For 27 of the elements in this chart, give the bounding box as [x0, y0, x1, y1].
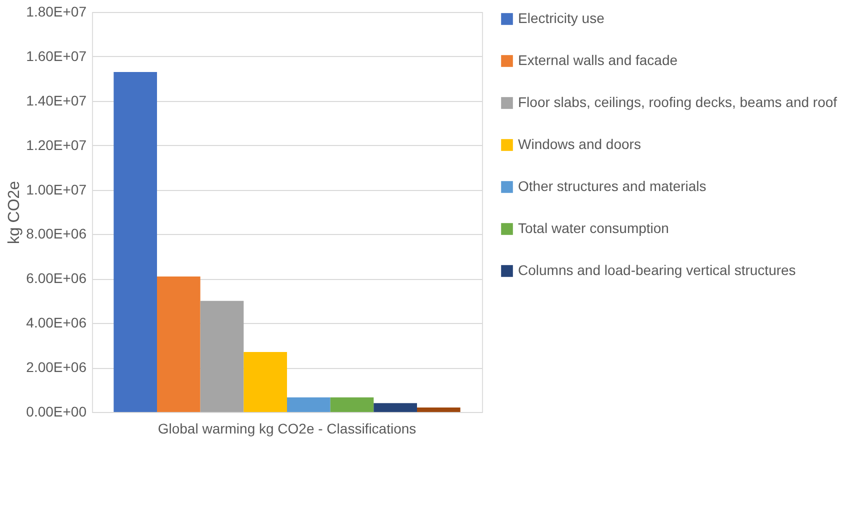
y-tick-label: 1.20E+07: [26, 136, 87, 153]
y-tick-label: 6.00E+06: [26, 270, 87, 286]
legend-label: Windows and doors: [518, 136, 641, 152]
x-tick-label: Global warming kg CO2e - Classifications: [158, 420, 416, 436]
bar: [244, 352, 287, 412]
bar: [114, 72, 157, 412]
bar: [330, 397, 374, 412]
legend-label: Floor slabs, ceilings, roofing decks, beams and roof: [518, 94, 838, 110]
y-axis-title: kg CO2e: [6, 180, 24, 244]
y-tick-label: 2.00E+06: [26, 359, 87, 376]
y-tick-label: 0.00E+00: [26, 404, 87, 420]
y-tick-label: 1.40E+07: [26, 92, 87, 108]
y-tick-label: 1.80E+07: [26, 4, 87, 20]
y-tick-label: 1.00E+07: [26, 181, 87, 198]
y-tick-label: 4.00E+06: [26, 314, 87, 331]
bar: [157, 276, 200, 412]
y-tick-label: 8.00E+06: [26, 226, 87, 242]
bar: [374, 403, 417, 412]
bar: [417, 408, 460, 412]
y-tick-label: 1.60E+07: [26, 48, 87, 64]
legend-label: Columns and load-bearing vertical structures: [518, 262, 796, 278]
legend-label: Other structures and materials: [518, 178, 706, 194]
legend-label: Electricity use: [518, 10, 605, 26]
bar: [200, 300, 244, 412]
legend-label: External walls and facade: [518, 52, 678, 68]
bar: [287, 397, 330, 412]
legend-label: Total water consumption: [518, 220, 669, 236]
